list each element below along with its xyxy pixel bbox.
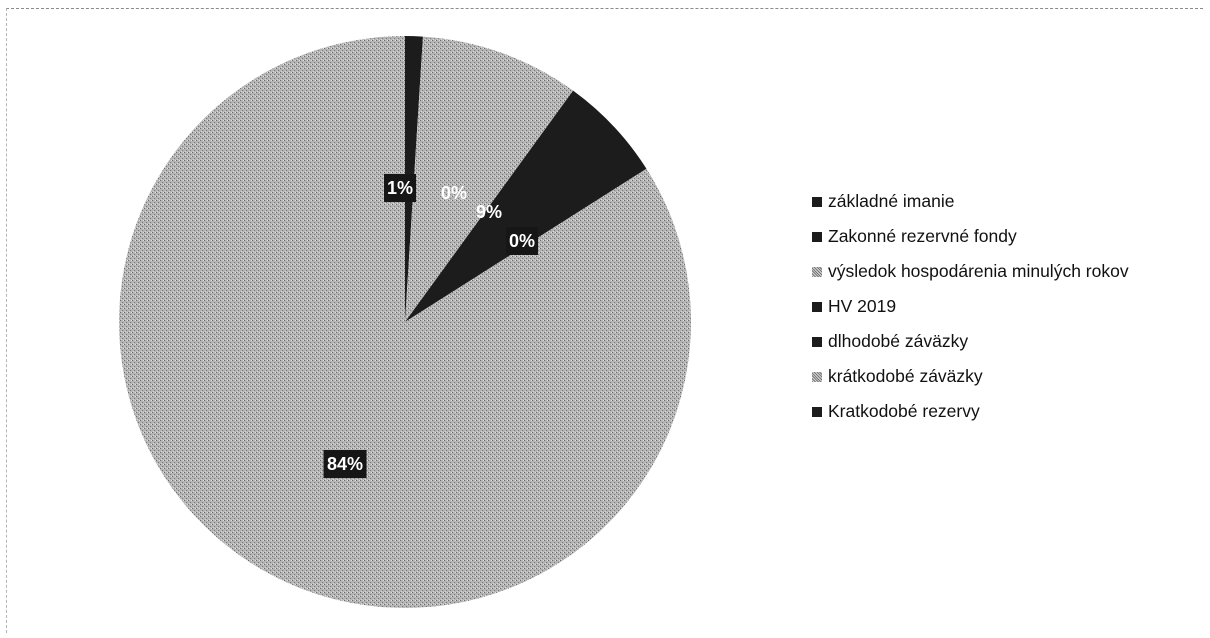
- legend-swatch: [812, 231, 822, 242]
- legend-item-kratkodobe-zavazky: krátkodobé záväzky: [812, 359, 1129, 394]
- legend-label: Zakonné rezervné fondy: [828, 226, 1017, 246]
- chart-frame: [6, 8, 1203, 633]
- legend-swatch: [812, 371, 822, 382]
- legend-item-zakladne-imanie: základné imanie: [812, 184, 1129, 219]
- legend-label: Kratkodobé rezervy: [828, 401, 980, 421]
- legend-item-dlhodobe-zavazky: dlhodobé záväzky: [812, 324, 1129, 359]
- pie-slice-vysledok-hospodarenia-minulych-rokov: [405, 36, 574, 322]
- legend-swatch: [812, 301, 822, 312]
- svg-text:84%: 84%: [327, 454, 363, 474]
- data-label-zakladne-imanie: 1%: [384, 174, 416, 202]
- chart-legend: základné imanie Zakonné rezervné fondy výs…: [812, 184, 1129, 429]
- legend-label: základné imanie: [828, 191, 955, 211]
- pie-slice-dlhodobe-zavazky: [405, 90, 647, 322]
- legend-item-hv-2019: HV 2019: [812, 289, 1129, 324]
- legend-item-vysledok-hospodarenia-minulych-rokov: výsledok hospodárenia minulých rokov: [812, 254, 1129, 289]
- legend-label: HV 2019: [828, 296, 897, 316]
- legend-item-zakonne-rezervne-fondy: Zakonné rezervné fondy: [812, 219, 1129, 254]
- legend-label: výsledok hospodárenia minulých rokov: [828, 261, 1129, 281]
- legend-swatch: [812, 336, 822, 347]
- svg-text:0%: 0%: [441, 183, 467, 203]
- data-label-kratkodobe-zavazky: 84%: [323, 450, 367, 478]
- legend-swatch: [812, 196, 822, 207]
- svg-text:9%: 9%: [476, 202, 502, 222]
- data-label-hv-2019: 9%: [476, 202, 502, 222]
- legend-label: krátkodobé záväzky: [828, 366, 983, 386]
- legend-swatch: [812, 266, 822, 277]
- legend-label: dlhodobé záväzky: [828, 331, 969, 351]
- svg-text:1%: 1%: [387, 178, 413, 198]
- svg-text:0%: 0%: [509, 231, 535, 251]
- legend-item-kratkodobe-rezervy: Kratkodobé rezervy: [812, 394, 1129, 429]
- legend-swatch: [812, 406, 822, 417]
- data-label-vysledok-hospodarenia-minulych-rokov: 0%: [441, 183, 467, 203]
- pie-slice-kratkodobe-zavazky: [118, 36, 691, 608]
- data-label-dlhodobe-zavazky: 0%: [506, 227, 538, 255]
